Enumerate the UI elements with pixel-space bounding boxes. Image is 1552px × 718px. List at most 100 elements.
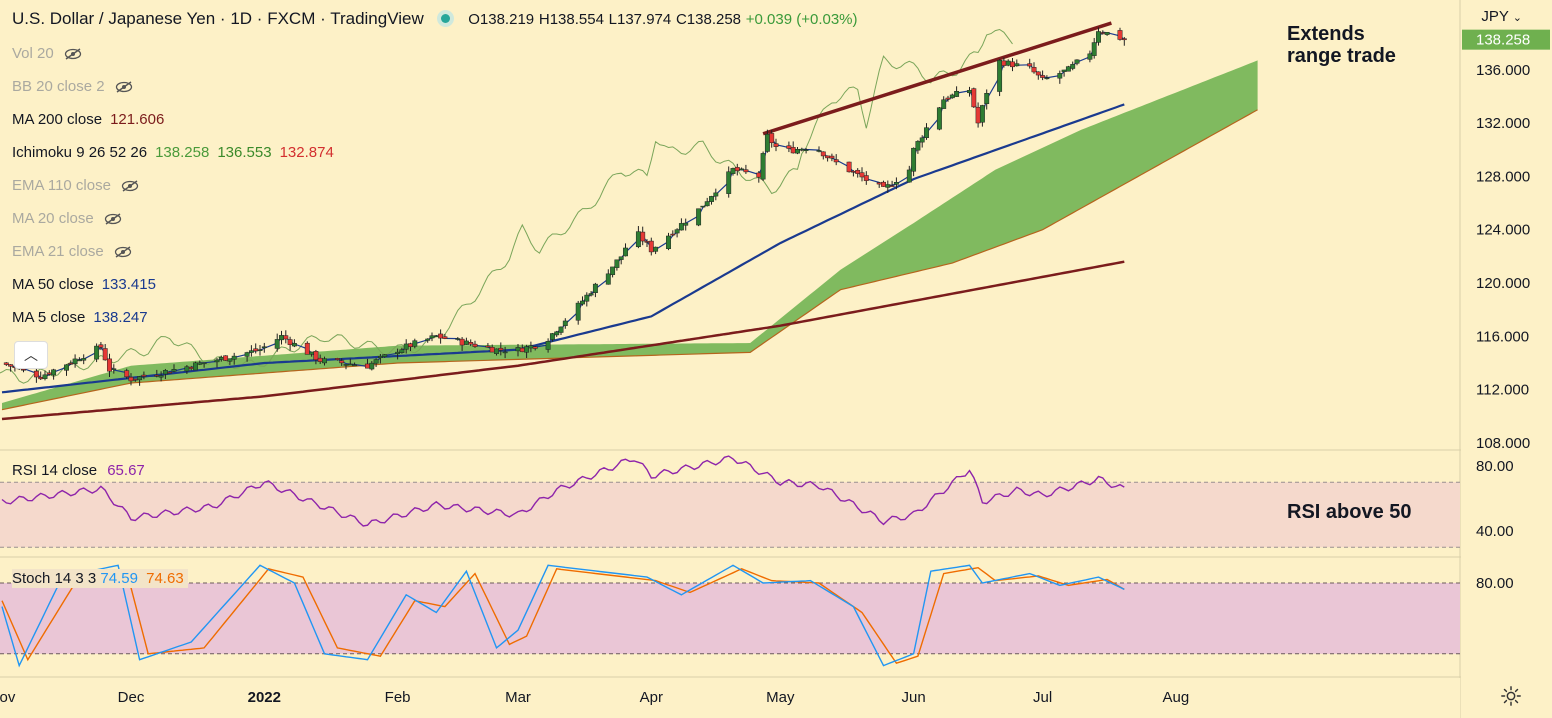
rsi-value: 65.67 <box>107 462 145 479</box>
candle <box>799 148 805 151</box>
candle <box>395 351 401 354</box>
legend-value: 121.606 <box>110 111 165 128</box>
candle <box>833 159 839 163</box>
eye-crossed-icon[interactable] <box>114 246 132 258</box>
legend-row[interactable]: MA 20 close <box>12 210 122 227</box>
candle <box>558 326 564 333</box>
candle <box>545 341 551 350</box>
legend-row[interactable]: Ichimoku 9 26 52 26 138.258 136.553 132.874 <box>12 144 334 161</box>
candle <box>257 349 263 351</box>
candle <box>377 356 383 359</box>
candle <box>666 235 671 249</box>
candle <box>549 333 555 340</box>
legend-row[interactable]: MA 50 close 133.415 <box>12 276 156 293</box>
rsi-legend[interactable]: RSI 14 close 65.67 <box>12 462 145 479</box>
candle <box>1100 32 1106 34</box>
candle <box>739 168 745 171</box>
candle <box>648 240 654 253</box>
candle <box>291 343 297 347</box>
candle <box>915 141 921 151</box>
candle <box>68 362 74 365</box>
legend-label: EMA 110 close <box>12 177 111 194</box>
brand-label: TradingView <box>330 9 424 28</box>
collapse-legend-button[interactable]: ︿ <box>14 341 48 369</box>
rsi-band <box>0 482 1460 548</box>
eye-crossed-icon[interactable] <box>104 213 122 225</box>
legend-row[interactable]: Vol 20 <box>12 45 82 62</box>
candle <box>863 175 869 181</box>
candle <box>218 356 224 360</box>
annotation-rsi-above-50: RSI above 50 <box>1287 501 1412 523</box>
candle <box>107 358 112 372</box>
candle <box>855 169 861 174</box>
candle <box>709 196 714 202</box>
y-tick-label: 128.000 <box>1476 168 1530 185</box>
candle <box>1117 30 1123 40</box>
ma200-line <box>1 260 1125 421</box>
candle <box>334 358 340 360</box>
eye-crossed-icon[interactable] <box>64 48 82 60</box>
candle <box>519 347 525 353</box>
candle <box>803 149 809 152</box>
candle <box>72 358 78 365</box>
candle <box>1031 67 1037 73</box>
candle <box>279 335 284 341</box>
candle <box>726 171 732 194</box>
candle <box>214 359 220 363</box>
legend-row[interactable]: MA 5 close 138.247 <box>12 309 148 326</box>
candle <box>1104 32 1110 35</box>
candle <box>730 168 736 174</box>
candle <box>322 358 327 364</box>
candle <box>167 371 173 374</box>
legend-label: Ichimoku 9 26 52 26 <box>12 144 148 161</box>
eye-crossed-icon[interactable] <box>121 180 139 192</box>
candle <box>859 172 865 178</box>
trend-line <box>762 21 1112 136</box>
candle <box>111 368 117 371</box>
legend-row[interactable]: BB 20 close 2 <box>12 78 133 95</box>
x-tick-label: Feb <box>385 689 411 706</box>
candle <box>442 336 448 339</box>
currency-label[interactable]: JPY ⌄ <box>1481 8 1522 25</box>
candle <box>678 223 684 231</box>
stoch-legend[interactable]: Stoch 14 3 3 74.59 74.63 <box>12 569 188 588</box>
legend-row[interactable]: MA 200 close 121.606 <box>12 111 164 128</box>
y-tick-label: 116.000 <box>1476 328 1529 345</box>
candle <box>231 355 237 360</box>
candle <box>76 359 82 362</box>
x-tick-label: Aug <box>1163 689 1190 706</box>
candle <box>244 352 250 357</box>
candle <box>51 369 57 376</box>
candle <box>94 345 100 360</box>
candle <box>795 149 800 154</box>
candle <box>1091 42 1097 56</box>
rsi-tick-label: 40.00 <box>1476 523 1514 540</box>
candle <box>81 358 87 361</box>
eye-crossed-icon[interactable] <box>115 81 133 93</box>
y-tick-label: 120.000 <box>1476 275 1530 292</box>
legend-row[interactable]: EMA 110 close <box>12 177 139 194</box>
candle <box>188 367 194 369</box>
legend-label: MA 20 close <box>12 210 94 227</box>
candle <box>304 342 310 355</box>
candle <box>158 375 164 378</box>
legend-value: 136.553 <box>217 144 272 161</box>
x-tick-label: Mar <box>505 689 531 706</box>
candle <box>21 369 26 371</box>
candle <box>502 351 508 354</box>
candle <box>881 181 886 187</box>
candle <box>790 147 796 154</box>
candle <box>1061 69 1067 72</box>
legend-value: 132.874 <box>279 144 334 161</box>
chevron-down-icon: ⌄ <box>1512 12 1522 24</box>
symbol-title[interactable]: U.S. Dollar / Japanese Yen <box>12 9 216 28</box>
candle <box>455 338 461 340</box>
candle <box>1035 71 1041 76</box>
legend-row[interactable]: EMA 21 close <box>12 243 132 260</box>
candle <box>1087 53 1093 60</box>
candle <box>154 375 160 377</box>
candle <box>971 88 977 108</box>
interval-label[interactable]: 1D <box>230 9 253 28</box>
gear-icon[interactable] <box>1500 685 1522 707</box>
